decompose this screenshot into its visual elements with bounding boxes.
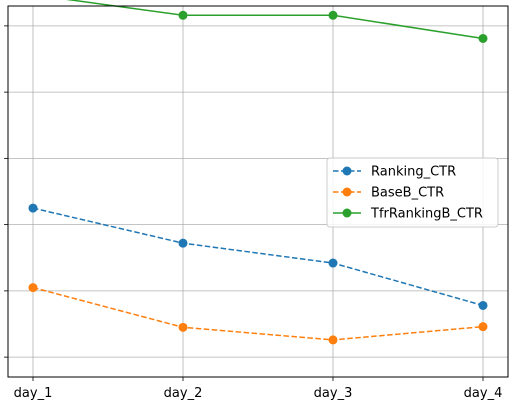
legend: Ranking_CTR BaseB_CTR TfrRankingB_CTR: [326, 157, 499, 228]
data-point: [328, 258, 338, 268]
data-point: [478, 300, 488, 310]
series-line: [32, 207, 484, 307]
x-tick-label: day_1: [14, 386, 53, 401]
data-point: [478, 33, 488, 43]
data-point: [478, 322, 488, 332]
x-tick-label: day_3: [314, 386, 353, 401]
series-line: [65, 0, 484, 40]
legend-marker: [342, 208, 352, 218]
x-tick-label: day_2: [164, 386, 203, 401]
legend-box: [326, 157, 499, 228]
data-point: [328, 10, 338, 20]
data-point: [178, 10, 188, 20]
data-point: [28, 203, 38, 213]
legend-label: BaseB_CTR: [371, 186, 444, 201]
legend-label: TfrRankingB_CTR: [370, 207, 483, 222]
legend-marker: [342, 187, 352, 197]
data-point: [328, 335, 338, 345]
series-line: [32, 286, 484, 341]
ticks: day_1 day_2 day_3 day_4: [4, 25, 503, 401]
data-point: [28, 283, 38, 293]
x-tick-label: day_4: [464, 386, 503, 401]
legend-marker: [342, 166, 352, 176]
series-layer: [28, 0, 488, 345]
data-point: [178, 238, 188, 248]
data-point: [178, 322, 188, 332]
plot-frame: [7, 5, 509, 378]
legend-label: Ranking_CTR: [371, 165, 456, 180]
